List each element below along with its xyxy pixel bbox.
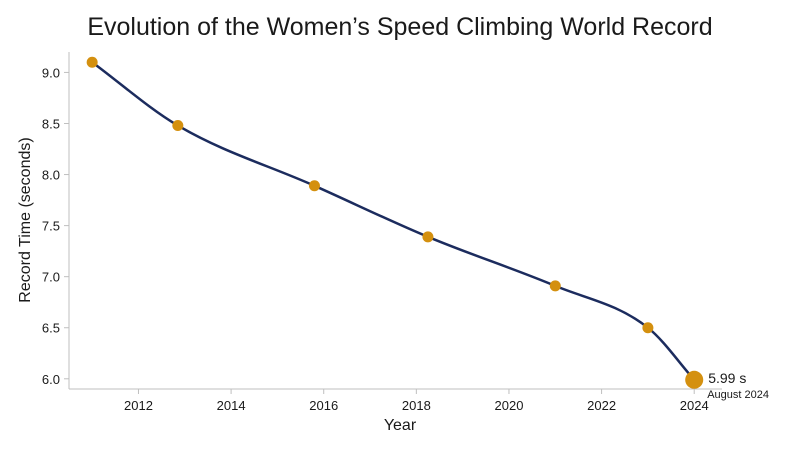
y-tick-group: 6.0 6.5 7.0 7.5 8.0 8.5 9.0 xyxy=(42,65,69,387)
y-tick-label: 6.5 xyxy=(42,321,60,336)
y-axis-label: Record Time (seconds) xyxy=(17,137,34,302)
x-tick-group: 2012 2014 2016 2018 2020 2022 2024 xyxy=(124,389,709,413)
series-line xyxy=(91,61,696,381)
highlight-date-label: August 2024 xyxy=(707,389,769,401)
x-axis-label: Year xyxy=(384,417,417,434)
y-tick-label: 7.5 xyxy=(42,219,60,234)
data-point xyxy=(642,322,654,334)
x-tick-label: 2022 xyxy=(587,398,616,413)
data-point xyxy=(172,120,184,132)
data-point xyxy=(86,56,98,68)
y-tick-label: 8.0 xyxy=(42,168,60,183)
x-tick-label: 2012 xyxy=(124,398,153,413)
data-point-group xyxy=(86,56,704,389)
y-tick-label: 6.0 xyxy=(42,372,60,387)
y-tick-label: 9.0 xyxy=(42,65,60,80)
highlight-value-label: 5.99 s xyxy=(708,370,746,386)
data-point xyxy=(308,180,320,192)
x-tick-label: 2016 xyxy=(309,398,338,413)
chart-title: Evolution of the Women’s Speed Climbing … xyxy=(87,13,712,41)
highlight-point xyxy=(685,370,704,389)
x-tick-label: 2014 xyxy=(217,398,246,413)
x-tick-label: 2020 xyxy=(495,398,524,413)
y-tick-label: 7.0 xyxy=(42,270,60,285)
x-tick-label: 2024 xyxy=(680,398,709,413)
x-tick-label: 2018 xyxy=(402,398,431,413)
y-tick-label: 8.5 xyxy=(42,116,60,131)
data-point xyxy=(549,280,561,292)
data-point xyxy=(422,231,434,243)
